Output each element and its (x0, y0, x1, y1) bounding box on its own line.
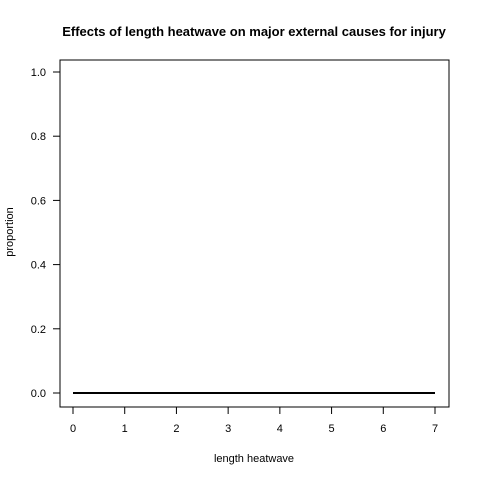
y-tick-label: 0.2 (31, 324, 46, 336)
y-tick-label: 0.0 (31, 388, 46, 400)
x-tick-label: 0 (70, 423, 76, 435)
x-tick-label: 1 (122, 423, 128, 435)
x-tick-label: 3 (225, 423, 231, 435)
plot-area-frame (59, 59, 450, 408)
x-axis-label: length heatwave (214, 453, 294, 465)
y-tick-label: 1.0 (31, 67, 46, 79)
chart-title: Effects of length heatwave on major exte… (62, 24, 446, 39)
x-axis: 0 1 2 3 4 5 6 7 (70, 406, 438, 435)
y-axis: 0.0 0.2 0.4 0.6 0.8 1.0 (31, 67, 61, 400)
x-tick-label: 7 (432, 423, 438, 435)
x-tick-label: 2 (173, 423, 179, 435)
y-axis-label: proportion (4, 207, 16, 257)
x-tick-label: 4 (277, 423, 283, 435)
y-tick-label: 0.4 (31, 260, 46, 272)
x-tick-label: 6 (380, 423, 386, 435)
y-tick-label: 0.8 (31, 131, 46, 143)
y-tick-label: 0.6 (31, 195, 46, 207)
x-tick-label: 5 (329, 423, 335, 435)
